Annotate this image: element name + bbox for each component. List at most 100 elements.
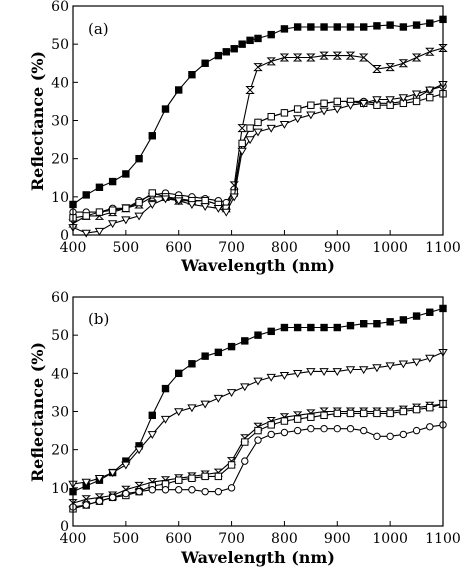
data-point-marker bbox=[226, 389, 237, 397]
data-point-marker bbox=[307, 424, 315, 433]
data-point-marker bbox=[246, 36, 254, 45]
x-tick-label: 500 bbox=[112, 531, 139, 547]
data-point-marker bbox=[122, 204, 130, 212]
data-point-marker bbox=[412, 312, 421, 320]
plot-frame bbox=[72, 5, 444, 236]
data-point-marker bbox=[359, 100, 369, 108]
y-tick-label: 20 bbox=[51, 152, 69, 168]
x-tick-label: 1100 bbox=[425, 531, 461, 547]
data-point-marker bbox=[359, 366, 369, 375]
data-point-marker bbox=[293, 105, 302, 113]
data-point-marker bbox=[280, 417, 289, 425]
data-point-marker bbox=[373, 22, 381, 30]
data-point-marker bbox=[267, 30, 275, 39]
data-point-marker bbox=[426, 93, 434, 102]
data-point-marker bbox=[320, 411, 328, 420]
data-point-marker bbox=[227, 461, 236, 469]
data-point-marker bbox=[425, 86, 435, 95]
data-point-marker bbox=[426, 403, 434, 412]
data-point-marker bbox=[320, 323, 328, 332]
data-point-marker bbox=[147, 201, 157, 210]
data-point-marker bbox=[292, 53, 303, 62]
data-point-marker bbox=[214, 472, 223, 481]
data-point-marker bbox=[108, 206, 117, 214]
y-tick-label: 30 bbox=[51, 405, 69, 421]
data-point-marker bbox=[238, 139, 246, 148]
data-point-marker bbox=[121, 461, 131, 470]
data-point-marker bbox=[307, 23, 315, 31]
data-point-marker bbox=[161, 105, 170, 113]
data-point-marker bbox=[345, 101, 356, 110]
data-point-marker bbox=[372, 364, 382, 373]
data-point-marker bbox=[411, 90, 422, 99]
data-point-marker bbox=[360, 426, 368, 435]
data-point-marker bbox=[292, 115, 303, 124]
data-point-marker bbox=[122, 170, 130, 178]
data-point-marker bbox=[279, 371, 290, 380]
data-point-marker bbox=[360, 409, 368, 418]
data-point-marker bbox=[293, 323, 302, 332]
data-point-marker bbox=[280, 109, 289, 117]
data-point-marker bbox=[267, 421, 275, 429]
data-point-marker bbox=[240, 383, 250, 392]
data-point-marker bbox=[82, 191, 90, 199]
data-point-marker bbox=[359, 53, 369, 62]
data-point-marker bbox=[188, 360, 196, 368]
data-point-marker bbox=[213, 394, 224, 403]
data-point-marker bbox=[293, 23, 302, 31]
data-point-marker bbox=[201, 196, 209, 205]
data-point-marker bbox=[412, 97, 421, 106]
data-point-marker bbox=[399, 430, 408, 439]
data-point-marker bbox=[346, 424, 355, 433]
data-point-marker bbox=[306, 53, 316, 62]
data-point-marker bbox=[267, 430, 275, 439]
data-point-marker bbox=[229, 193, 239, 202]
data-point-marker bbox=[399, 407, 408, 416]
series-square-filled bbox=[69, 304, 447, 496]
data-point-marker bbox=[386, 21, 394, 29]
data-point-marker bbox=[412, 426, 421, 435]
panel-label: (a) bbox=[88, 20, 109, 38]
data-point-marker bbox=[307, 101, 315, 109]
data-point-marker bbox=[280, 428, 289, 437]
data-point-marker bbox=[122, 489, 130, 498]
data-point-marker bbox=[238, 40, 246, 48]
x-tick-label: 1000 bbox=[372, 531, 408, 547]
data-point-marker bbox=[188, 474, 196, 482]
data-point-marker bbox=[266, 373, 276, 382]
data-point-marker bbox=[412, 21, 421, 29]
data-point-marker bbox=[386, 318, 394, 326]
data-point-marker bbox=[332, 368, 342, 377]
data-point-marker bbox=[134, 212, 144, 221]
data-point-marker bbox=[267, 112, 275, 121]
data-point-marker bbox=[94, 227, 105, 236]
data-point-marker bbox=[360, 23, 368, 31]
data-point-marker bbox=[319, 368, 329, 377]
data-point-marker bbox=[187, 201, 197, 210]
data-point-marker bbox=[372, 64, 382, 73]
data-point-marker bbox=[319, 51, 329, 60]
data-point-marker bbox=[82, 212, 90, 220]
data-point-marker bbox=[333, 409, 341, 418]
data-point-marker bbox=[222, 48, 230, 56]
data-point-marker bbox=[346, 321, 355, 330]
data-point-marker bbox=[81, 229, 91, 238]
data-point-marker bbox=[174, 197, 184, 206]
data-point-marker bbox=[201, 487, 209, 496]
data-point-marker bbox=[188, 71, 196, 79]
data-point-marker bbox=[253, 63, 263, 72]
y-tick-label: 40 bbox=[51, 366, 69, 382]
data-point-marker bbox=[174, 408, 184, 417]
data-point-marker bbox=[227, 484, 236, 492]
data-point-marker bbox=[279, 53, 290, 62]
data-point-marker bbox=[135, 154, 143, 163]
data-point-marker bbox=[306, 111, 316, 120]
data-point-marker bbox=[187, 404, 197, 413]
data-point-marker bbox=[333, 97, 341, 106]
x-tick-label: 800 bbox=[271, 240, 298, 256]
data-point-marker bbox=[95, 183, 104, 191]
data-point-marker bbox=[267, 327, 275, 336]
data-point-marker bbox=[175, 86, 183, 94]
data-point-marker bbox=[373, 320, 381, 328]
